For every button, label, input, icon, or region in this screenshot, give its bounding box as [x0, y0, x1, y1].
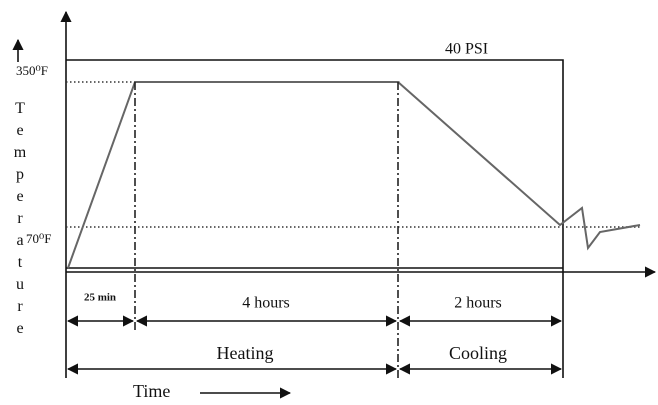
- high-temp-label: 350⁰F: [16, 63, 48, 78]
- duration-label: 4 hours: [242, 295, 290, 312]
- phase-label: Cooling: [449, 343, 507, 363]
- temperature-curve: [67, 81, 641, 269]
- x-axis-label: Time: [133, 381, 170, 401]
- low-temp-label: 70⁰F: [26, 231, 51, 246]
- pressure-label: 40 PSI: [445, 41, 488, 58]
- phase-label: Heating: [217, 343, 274, 363]
- y-axis-label: Temperature: [12, 100, 29, 342]
- duration-label: 2 hours: [454, 295, 502, 312]
- duration-label: 25 min: [84, 292, 116, 304]
- pressure-box: [66, 59, 564, 378]
